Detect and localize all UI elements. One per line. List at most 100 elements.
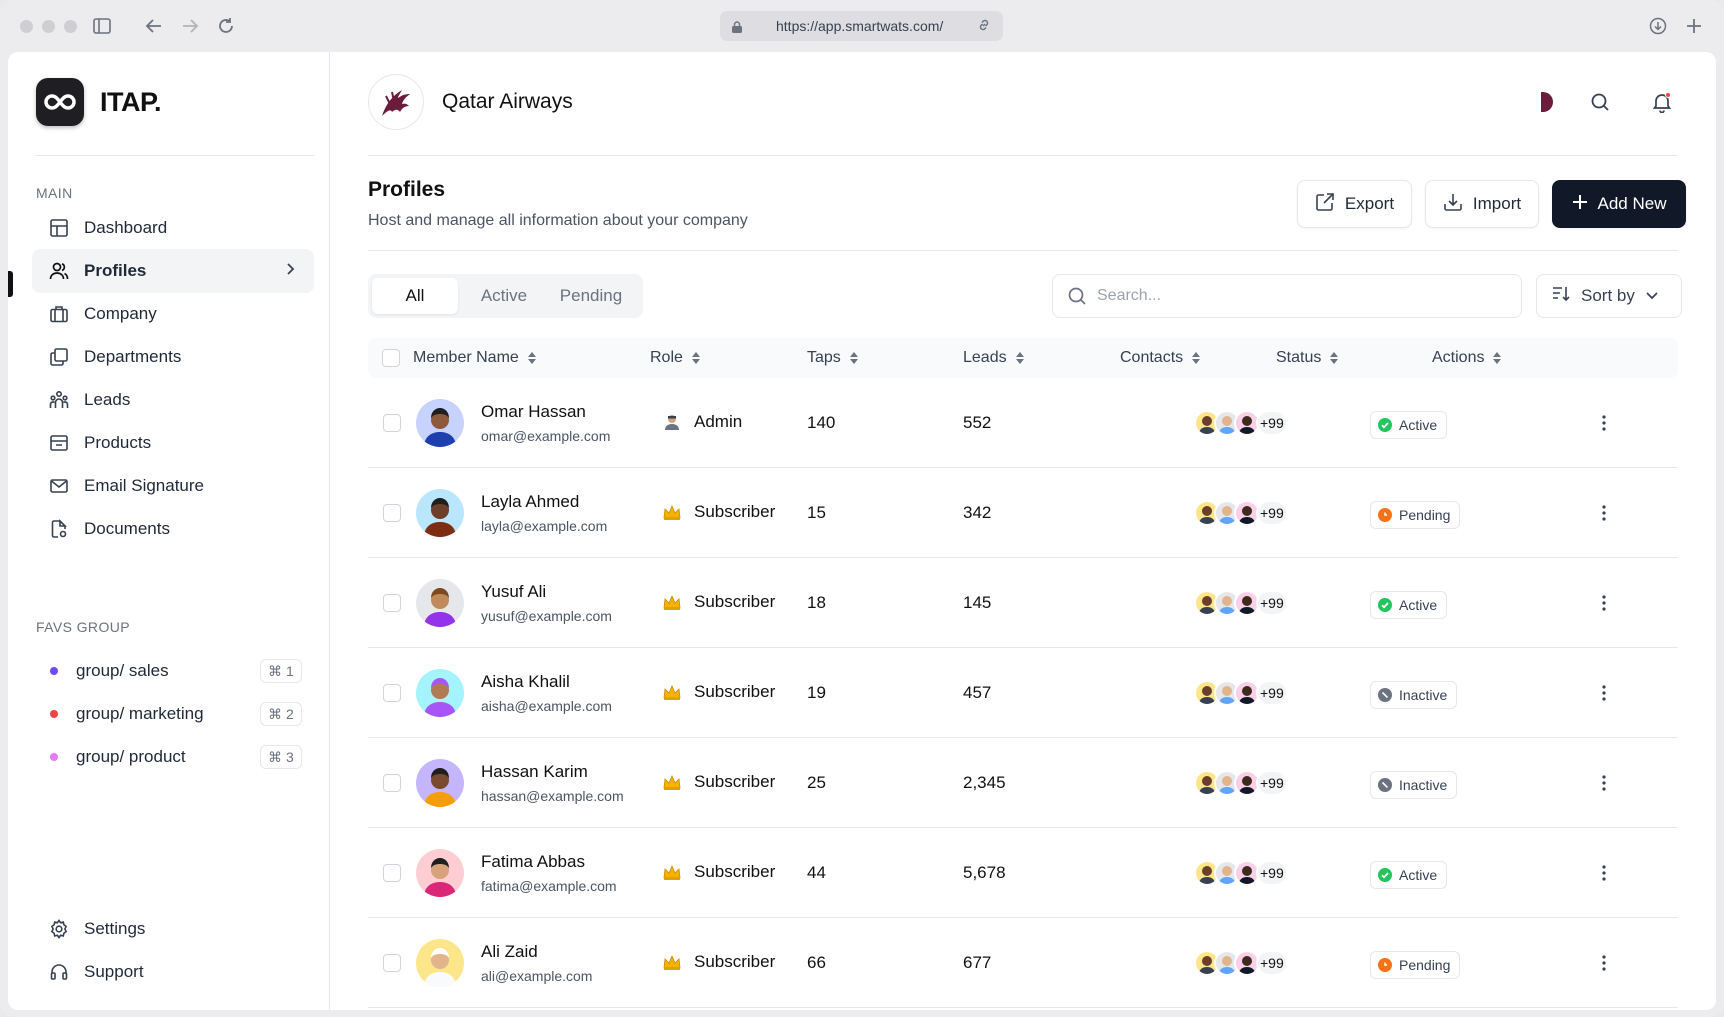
table-row[interactable]: Aisha Khalil aisha@example.com Subscribe…: [368, 648, 1678, 738]
leads-value: 5,678: [963, 863, 1006, 882]
layers-icon: [48, 346, 70, 368]
sidebar-item-settings[interactable]: Settings: [32, 907, 314, 951]
member-name[interactable]: Ali Zaid: [481, 942, 538, 961]
row-checkbox[interactable]: [383, 774, 401, 792]
app-logo[interactable]: ITAP.: [36, 78, 162, 126]
contacts-avatars[interactable]: +99: [1194, 680, 1288, 706]
tab-pending[interactable]: Pending: [559, 286, 623, 305]
plus-icon: [1572, 194, 1588, 215]
status-badge: Active: [1370, 591, 1448, 619]
theme-toggle-icon[interactable]: [1533, 90, 1557, 114]
fav-group-marketing[interactable]: group/ marketing ⌘ 2: [32, 694, 302, 734]
row-actions-menu-icon[interactable]: [1592, 681, 1616, 705]
column-leads[interactable]: Leads: [963, 338, 1025, 378]
download-icon[interactable]: [1646, 14, 1670, 38]
row-actions-menu-icon[interactable]: [1592, 951, 1616, 975]
fav-group-product[interactable]: group/ product ⌘ 3: [32, 737, 302, 777]
contacts-avatars[interactable]: +99: [1194, 950, 1288, 976]
row-checkbox[interactable]: [383, 504, 401, 522]
status-label: Pending: [1399, 957, 1451, 973]
status-inactive-icon: [1378, 688, 1392, 702]
table-row[interactable]: Ali Zaid ali@example.com Subscriber 66 6…: [368, 918, 1678, 1008]
sidebar-item-profiles[interactable]: Profiles: [32, 249, 314, 293]
sidebar-item-documents[interactable]: Documents: [32, 507, 314, 551]
search-input[interactable]: Search...: [1052, 274, 1522, 318]
member-name[interactable]: Layla Ahmed: [481, 492, 580, 511]
column-contacts[interactable]: Contacts: [1120, 338, 1201, 378]
sort-by-dropdown[interactable]: Sort by: [1536, 274, 1682, 318]
table-row[interactable]: Hassan Karim hassan@example.com Subscrib…: [368, 738, 1678, 828]
add-new-button[interactable]: Add New: [1552, 180, 1686, 228]
row-actions-menu-icon[interactable]: [1592, 411, 1616, 435]
table-row[interactable]: Layla Ahmed layla@example.com Subscriber…: [368, 468, 1678, 558]
sidebar-item-support[interactable]: Support: [32, 950, 314, 994]
search-icon[interactable]: [1588, 90, 1612, 114]
contact-avatar: [1194, 770, 1220, 796]
sidebar-item-products[interactable]: Products: [32, 421, 314, 465]
back-icon[interactable]: [142, 14, 166, 38]
avatar: [416, 849, 464, 897]
row-actions-menu-icon[interactable]: [1592, 501, 1616, 525]
maximize-window-button[interactable]: [64, 20, 77, 33]
column-taps[interactable]: Taps: [807, 338, 859, 378]
sidebar-item-email-signature[interactable]: Email Signature: [32, 464, 314, 508]
sidebar-item-company[interactable]: Company: [32, 292, 314, 336]
column-status[interactable]: Status: [1276, 338, 1339, 378]
reload-icon[interactable]: [214, 14, 238, 38]
crown-icon: [662, 502, 682, 522]
sidebar-item-leads[interactable]: Leads: [32, 378, 314, 422]
row-actions-menu-icon[interactable]: [1592, 591, 1616, 615]
column-role[interactable]: Role: [650, 338, 701, 378]
tab-active[interactable]: Active: [480, 286, 528, 305]
table-row[interactable]: Fatima Abbas fatima@example.com Subscrib…: [368, 828, 1678, 918]
row-checkbox[interactable]: [383, 864, 401, 882]
contact-avatar: [1234, 500, 1260, 526]
sidebar-toggle-icon[interactable]: [90, 14, 114, 38]
import-button[interactable]: Import: [1425, 180, 1539, 228]
section-label-favs: FAVS GROUP: [36, 619, 130, 635]
add-new-label: Add New: [1597, 194, 1667, 213]
notification-bell-icon[interactable]: [1650, 90, 1674, 114]
address-bar[interactable]: https://app.smartwats.com/: [720, 11, 1003, 41]
column-member-name[interactable]: Member Name: [413, 338, 537, 378]
member-name[interactable]: Fatima Abbas: [481, 852, 585, 871]
member-name[interactable]: Yusuf Ali: [481, 582, 547, 601]
table-row[interactable]: Yusuf Ali yusuf@example.com Subscriber 1…: [368, 558, 1678, 648]
row-actions-menu-icon[interactable]: [1592, 771, 1616, 795]
column-label: Leads: [963, 349, 1007, 366]
member-email: layla@example.com: [481, 518, 608, 534]
minimize-window-button[interactable]: [42, 20, 55, 33]
contacts-avatars[interactable]: +99: [1194, 860, 1288, 886]
chevron-down-icon: [1645, 286, 1659, 306]
link-icon[interactable]: [977, 18, 991, 35]
contacts-avatars[interactable]: +99: [1194, 500, 1288, 526]
sidebar-item-departments[interactable]: Departments: [32, 335, 314, 379]
contact-avatar: [1214, 500, 1240, 526]
fav-group-sales[interactable]: group/ sales ⌘ 1: [32, 651, 302, 691]
contacts-avatars[interactable]: +99: [1194, 770, 1288, 796]
mail-icon: [48, 475, 70, 497]
column-label: Status: [1276, 349, 1322, 366]
close-window-button[interactable]: [20, 20, 33, 33]
tab-all[interactable]: All: [372, 278, 458, 314]
row-checkbox[interactable]: [383, 954, 401, 972]
contacts-avatars[interactable]: +99: [1194, 590, 1288, 616]
row-actions-menu-icon[interactable]: [1592, 861, 1616, 885]
table-row[interactable]: Omar Hassan omar@example.com Admin 140 5…: [368, 378, 1678, 468]
row-checkbox[interactable]: [383, 594, 401, 612]
row-checkbox[interactable]: [383, 414, 401, 432]
member-name[interactable]: Hassan Karim: [481, 762, 588, 781]
new-tab-icon[interactable]: [1682, 14, 1706, 38]
select-all-checkbox[interactable]: [382, 338, 400, 378]
sidebar-item-dashboard[interactable]: Dashboard: [32, 206, 314, 250]
briefcase-icon: [48, 303, 70, 325]
member-name[interactable]: Omar Hassan: [481, 402, 586, 421]
member-name[interactable]: Aisha Khalil: [481, 672, 570, 691]
row-checkbox[interactable]: [383, 684, 401, 702]
contacts-avatars[interactable]: +99: [1194, 410, 1288, 436]
export-label: Export: [1344, 194, 1395, 213]
export-button[interactable]: Export: [1297, 180, 1412, 228]
column-actions[interactable]: Actions: [1432, 338, 1502, 378]
forward-icon[interactable]: [178, 14, 202, 38]
leads-value: 145: [963, 593, 992, 612]
